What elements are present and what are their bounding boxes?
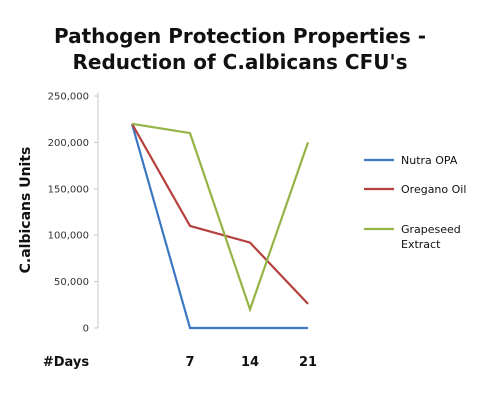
y-tick-label: 200,000 (48, 138, 89, 149)
x-tick-label: 21 (299, 355, 317, 370)
x-tick-label: 7 (185, 355, 194, 370)
y-axis-ticks: 0 50,000 100,000 150,000 200,000 250,000 (48, 92, 98, 335)
y-tick-label: 150,000 (48, 184, 89, 195)
y-axis-label: C.albicans Units (18, 147, 34, 274)
y-tick-label: 100,000 (48, 231, 89, 242)
series-lines (132, 124, 308, 328)
series-line (132, 124, 308, 328)
legend: Nutra OPA Oregano Oil Grapeseed Extract (364, 154, 466, 251)
legend-label: Grapeseed (401, 223, 461, 236)
legend-label: Nutra OPA (401, 154, 458, 167)
x-axis-ticks: 7 14 21 (185, 355, 317, 370)
y-tick-label: 0 (83, 324, 89, 335)
x-tick-label: 14 (241, 355, 259, 370)
x-axis-label: #Days (43, 355, 90, 370)
legend-label: Extract (401, 238, 441, 251)
y-tick-label: 250,000 (48, 92, 89, 103)
y-tick-label: 50,000 (54, 277, 89, 288)
legend-label: Oregano Oil (401, 183, 466, 196)
